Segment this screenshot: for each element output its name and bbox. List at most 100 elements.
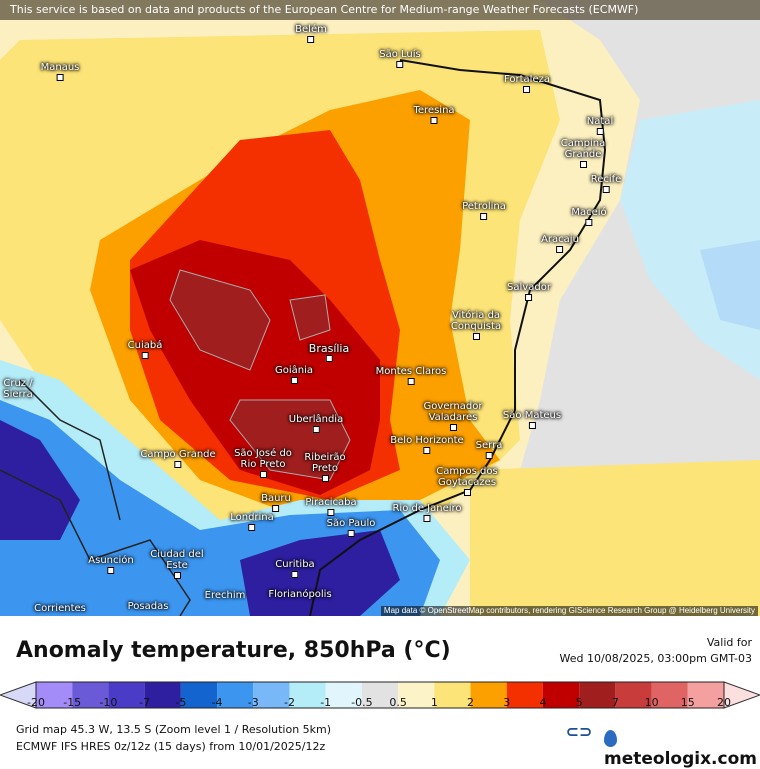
legend-swatch bbox=[108, 682, 145, 708]
city-label: São Paulo bbox=[327, 518, 375, 537]
legend-swatch bbox=[180, 682, 218, 708]
anomaly-deepblue bbox=[0, 420, 400, 616]
legend-tick-label: 4 bbox=[539, 696, 547, 709]
legend-swatch bbox=[144, 682, 181, 708]
legend-tick-label: -5 bbox=[175, 696, 187, 709]
legend-tick-label: 5 bbox=[575, 696, 583, 709]
city-label: Campo Grande bbox=[140, 449, 216, 468]
city-label: Goiânia bbox=[275, 365, 313, 384]
city-label: Rio de Janeiro bbox=[392, 503, 462, 522]
legend-tick-label: -7 bbox=[139, 696, 151, 709]
coastline bbox=[309, 59, 607, 616]
legend-swatch bbox=[687, 682, 724, 708]
city-label: Natal bbox=[587, 116, 613, 135]
grid-info: Grid map 45.3 W, 13.5 S (Zoom level 1 / … bbox=[16, 723, 332, 736]
legend-swatch bbox=[325, 682, 362, 708]
anomaly-maroon bbox=[169, 269, 351, 481]
city-label: Governador Valadares bbox=[418, 401, 488, 431]
legend-tick-label: -20 bbox=[27, 696, 45, 709]
legend-tick-label: -1 bbox=[320, 696, 332, 709]
legend-tick-label: -10 bbox=[99, 696, 118, 709]
city-label: Curitiba bbox=[275, 559, 315, 578]
city-label: Asunción bbox=[88, 555, 134, 574]
city-label: Maceió bbox=[571, 207, 607, 226]
map-shading bbox=[0, 0, 760, 616]
legend-swatch bbox=[615, 682, 652, 708]
legend-tick-label: 2 bbox=[467, 696, 475, 709]
city-label: Campina Grande bbox=[558, 138, 608, 168]
valid-time: Wed 10/08/2025, 03:00pm GMT-03 bbox=[559, 652, 752, 665]
legend-swatch bbox=[289, 682, 326, 708]
legend-tick-label: -3 bbox=[247, 696, 259, 709]
legend-swatch bbox=[72, 682, 109, 708]
city-label: Serra bbox=[476, 440, 502, 459]
legend-tick-label: -4 bbox=[211, 696, 223, 709]
legend-tick-label: 0.5 bbox=[389, 696, 407, 709]
legend-swatch bbox=[470, 682, 507, 708]
legend-swatch bbox=[506, 682, 543, 708]
city-label: Londrina bbox=[230, 512, 274, 531]
legend-tick-label: -0.5 bbox=[351, 696, 373, 709]
city-label: Teresina bbox=[413, 105, 455, 124]
city-label: Montes Claros bbox=[376, 366, 446, 385]
color-legend bbox=[0, 681, 760, 709]
city-label: São Mateus bbox=[503, 410, 561, 429]
legend-ticks: -20 -15 -10 -7 -5 -4 -3 -2 -1 -0.5 0.5 1 2 3 4 5 7 10 15 20 bbox=[0, 696, 760, 710]
city-label: São José do Rio Preto bbox=[228, 448, 298, 478]
city-label: Cuiabá bbox=[128, 340, 162, 359]
city-label: Recife bbox=[591, 174, 621, 193]
legend-swatch bbox=[36, 682, 73, 708]
city-label: Belém bbox=[295, 24, 327, 43]
legend-swatch bbox=[651, 682, 688, 708]
legend-swatch bbox=[361, 682, 399, 708]
city-label: Salvador bbox=[507, 282, 551, 301]
map-title: Anomaly temperature, 850hPa (°C) bbox=[16, 638, 451, 663]
city-label: Cruz / Sierra bbox=[3, 378, 33, 400]
legend-tick-label: 1 bbox=[430, 696, 438, 709]
valid-time-block: Valid for Wed 10/08/2025, 03:00pm GMT-03 bbox=[560, 635, 752, 667]
legend-tick-label: -15 bbox=[63, 696, 82, 709]
legend-tick-label: 3 bbox=[503, 696, 511, 709]
legend-swatch bbox=[579, 682, 616, 708]
city-label: Ciudad del Este bbox=[147, 549, 207, 579]
legend-tick-label: 10 bbox=[644, 696, 659, 709]
city-label: São Luís bbox=[379, 49, 421, 68]
legend-swatch bbox=[253, 682, 290, 708]
anomaly-map[interactable]: This service is based on data and produc… bbox=[0, 0, 760, 616]
legend-border bbox=[35, 681, 725, 709]
legend-tick-label: 15 bbox=[680, 696, 695, 709]
city-label: Ribeirão Preto bbox=[300, 452, 350, 482]
city-label: Fortaleza bbox=[504, 74, 550, 93]
city-label: Florianópolis bbox=[268, 589, 332, 600]
border-lines bbox=[0, 379, 191, 616]
legend-swatch bbox=[542, 682, 580, 708]
city-label: Belo Horizonte bbox=[390, 435, 464, 454]
city-label: Manaus bbox=[41, 62, 79, 81]
city-label: Corrientes bbox=[34, 603, 86, 614]
city-label: Bauru bbox=[261, 493, 291, 512]
city-label: Uberlândia bbox=[289, 414, 343, 433]
city-label: Posadas bbox=[127, 601, 169, 612]
meteologix-text: meteologix.com bbox=[604, 749, 757, 769]
ocean-yellow bbox=[470, 460, 760, 616]
legend-swatch bbox=[434, 682, 471, 708]
legend-tick-label: -2 bbox=[283, 696, 295, 709]
model-info: ECMWF IFS HRES 0z/12z (15 days) from 10/… bbox=[16, 740, 326, 753]
city-label: Piracicaba bbox=[305, 497, 357, 516]
meteologix-logo[interactable]: meteologix.com bbox=[604, 729, 760, 769]
legend-tick-label: 20 bbox=[717, 696, 731, 709]
ocean-blue-patch bbox=[700, 240, 760, 330]
meteologix-drop-icon bbox=[604, 730, 617, 747]
city-label: Petrolina bbox=[462, 201, 506, 220]
legend-tick-label: 7 bbox=[611, 696, 619, 709]
city-label: Aracaju bbox=[541, 234, 579, 253]
ecmwf-logo: ⊂⊃ bbox=[565, 722, 593, 741]
city-label: Vitória da Conquista bbox=[446, 310, 506, 340]
legend-swatch bbox=[398, 682, 435, 708]
city-label: Campos dos Goytacazes bbox=[422, 466, 512, 496]
map-attribution: Map data © OpenStreetMap contributors, r… bbox=[380, 606, 758, 616]
city-label: Erechim bbox=[204, 590, 246, 601]
city-label: Brasília bbox=[309, 343, 349, 362]
legend-swatch bbox=[217, 682, 254, 708]
ecmwf-disclaimer-banner: This service is based on data and produc… bbox=[0, 0, 760, 20]
